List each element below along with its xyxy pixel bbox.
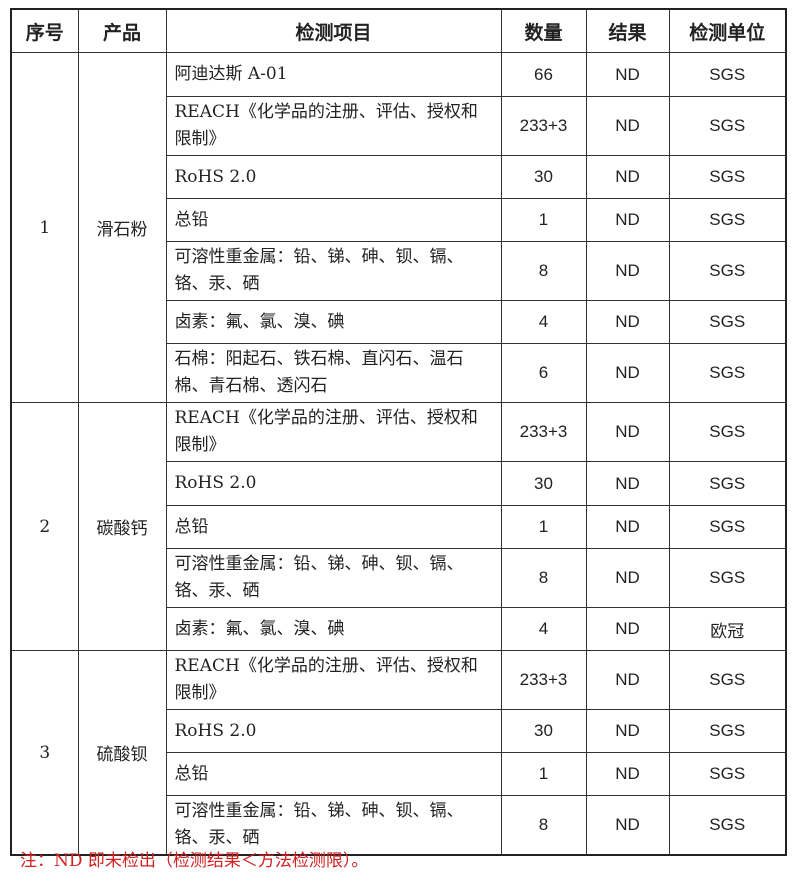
test-result: ND <box>585 548 670 608</box>
testing-agency: SGS <box>668 52 787 97</box>
table-row: REACH《化学品的注册、评估、授权和限制》 233+3 ND SGS <box>11 96 787 156</box>
testing-agency: SGS <box>668 343 787 403</box>
test-result: ND <box>585 607 670 651</box>
row-number: 2 <box>10 402 79 651</box>
table-row: RoHS 2.0 30 ND SGS <box>11 709 787 753</box>
test-quantity: 8 <box>500 795 587 856</box>
test-result: ND <box>585 198 670 242</box>
table-row: 可溶性重金属：铅、锑、砷、钡、镉、铬、汞、硒 8 ND SGS <box>11 241 787 301</box>
testing-agency: SGS <box>668 752 787 796</box>
test-quantity: 8 <box>500 548 587 608</box>
test-quantity: 4 <box>500 607 587 651</box>
product-name: 碳酸钙 <box>77 402 167 651</box>
table-row: 可溶性重金属：铅、锑、砷、钡、镉、铬、汞、硒 8 ND SGS <box>11 795 787 856</box>
test-result: ND <box>585 505 670 549</box>
test-quantity: 30 <box>500 155 587 199</box>
header-result: 结果 <box>585 8 670 53</box>
row-number: 3 <box>10 650 79 856</box>
test-result: ND <box>585 752 670 796</box>
test-quantity: 233+3 <box>500 96 587 156</box>
test-item: RoHS 2.0 <box>165 155 502 199</box>
header-qty: 数量 <box>500 8 587 53</box>
testing-agency: SGS <box>668 505 787 549</box>
test-results-table: 序号 产品 检测项目 数量 结果 检测单位 1 滑石粉 阿迪达斯 A-01 66 ND S… <box>10 8 787 856</box>
test-quantity: 6 <box>500 343 587 403</box>
test-result: ND <box>585 650 670 710</box>
test-item: 石棉：阳起石、铁石棉、直闪石、温石棉、青石棉、透闪石 <box>165 343 502 403</box>
test-item: 总铅 <box>165 752 502 796</box>
header-row: 序号 产品 检测项目 数量 结果 检测单位 <box>10 8 787 53</box>
header-unit: 检测单位 <box>668 8 787 53</box>
testing-agency: SGS <box>668 402 787 462</box>
test-quantity: 233+3 <box>500 402 587 462</box>
header-product: 产品 <box>77 8 167 53</box>
test-item: REACH《化学品的注册、评估、授权和限制》 <box>165 402 502 462</box>
testing-agency: SGS <box>668 96 787 156</box>
testing-agency: SGS <box>668 795 787 856</box>
test-result: ND <box>585 461 670 506</box>
testing-agency: SGS <box>668 709 787 753</box>
table-row: 石棉：阳起石、铁石棉、直闪石、温石棉、青石棉、透闪石 6 ND SGS <box>11 343 787 403</box>
test-item: 总铅 <box>165 505 502 549</box>
test-result: ND <box>585 709 670 753</box>
table-row: 卤素：氟、氯、溴、碘 4 ND SGS <box>11 300 787 344</box>
test-item: 可溶性重金属：铅、锑、砷、钡、镉、铬、汞、硒 <box>165 795 502 856</box>
test-item: 阿迪达斯 A-01 <box>165 52 502 97</box>
header-item: 检测项目 <box>165 8 502 53</box>
test-quantity: 233+3 <box>500 650 587 710</box>
table-row: RoHS 2.0 30 ND SGS <box>11 155 787 199</box>
testing-agency: SGS <box>668 300 787 344</box>
test-result: ND <box>585 52 670 97</box>
table-row: 可溶性重金属：铅、锑、砷、钡、镉、铬、汞、硒 8 ND SGS <box>11 548 787 608</box>
test-quantity: 66 <box>500 52 587 97</box>
test-result: ND <box>585 241 670 301</box>
test-result: ND <box>585 155 670 199</box>
testing-agency: SGS <box>668 548 787 608</box>
testing-agency: SGS <box>668 155 787 199</box>
test-quantity: 1 <box>500 198 587 242</box>
test-result: ND <box>585 402 670 462</box>
table-row: 2 碳酸钙 REACH《化学品的注册、评估、授权和限制》 233+3 ND SGS <box>10 402 787 651</box>
test-item: 卤素：氟、氯、溴、碘 <box>165 607 502 651</box>
test-quantity: 4 <box>500 300 587 344</box>
test-result: ND <box>585 795 670 856</box>
test-item: 总铅 <box>165 198 502 242</box>
test-item: RoHS 2.0 <box>165 461 502 506</box>
table-row: 总铅 1 ND SGS <box>11 505 787 549</box>
test-item: 可溶性重金属：铅、锑、砷、钡、镉、铬、汞、硒 <box>165 241 502 301</box>
table-row: 1 滑石粉 阿迪达斯 A-01 66 ND SGS <box>10 52 787 403</box>
header-no: 序号 <box>10 8 79 53</box>
test-item: RoHS 2.0 <box>165 709 502 753</box>
testing-agency: SGS <box>668 650 787 710</box>
test-quantity: 30 <box>500 461 587 506</box>
test-result: ND <box>585 300 670 344</box>
test-item: 卤素：氟、氯、溴、碘 <box>165 300 502 344</box>
test-item: REACH《化学品的注册、评估、授权和限制》 <box>165 96 502 156</box>
table-row: RoHS 2.0 30 ND SGS <box>11 461 787 506</box>
testing-agency: SGS <box>668 461 787 506</box>
test-quantity: 8 <box>500 241 587 301</box>
test-quantity: 1 <box>500 752 587 796</box>
table-row: 总铅 1 ND SGS <box>11 752 787 796</box>
test-result: ND <box>585 343 670 403</box>
testing-agency: SGS <box>668 241 787 301</box>
row-number: 1 <box>10 52 79 403</box>
footnote: 注：ND 即未检出（检测结果＜方法检测限）。 <box>20 851 369 871</box>
product-name: 硫酸钡 <box>77 650 167 856</box>
test-result: ND <box>585 96 670 156</box>
testing-agency: SGS <box>668 198 787 242</box>
test-quantity: 30 <box>500 709 587 753</box>
product-name: 滑石粉 <box>77 52 167 403</box>
testing-agency: 欧冠 <box>668 607 787 651</box>
test-quantity: 1 <box>500 505 587 549</box>
test-item: 可溶性重金属：铅、锑、砷、钡、镉、铬、汞、硒 <box>165 548 502 608</box>
test-item: REACH《化学品的注册、评估、授权和限制》 <box>165 650 502 710</box>
table-row: 3 硫酸钡 REACH《化学品的注册、评估、授权和限制》 233+3 ND SGS <box>10 650 787 856</box>
